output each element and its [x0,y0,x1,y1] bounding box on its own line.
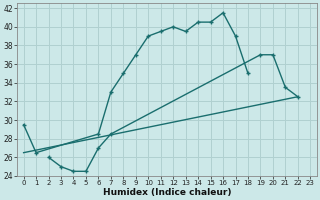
X-axis label: Humidex (Indice chaleur): Humidex (Indice chaleur) [103,188,231,197]
